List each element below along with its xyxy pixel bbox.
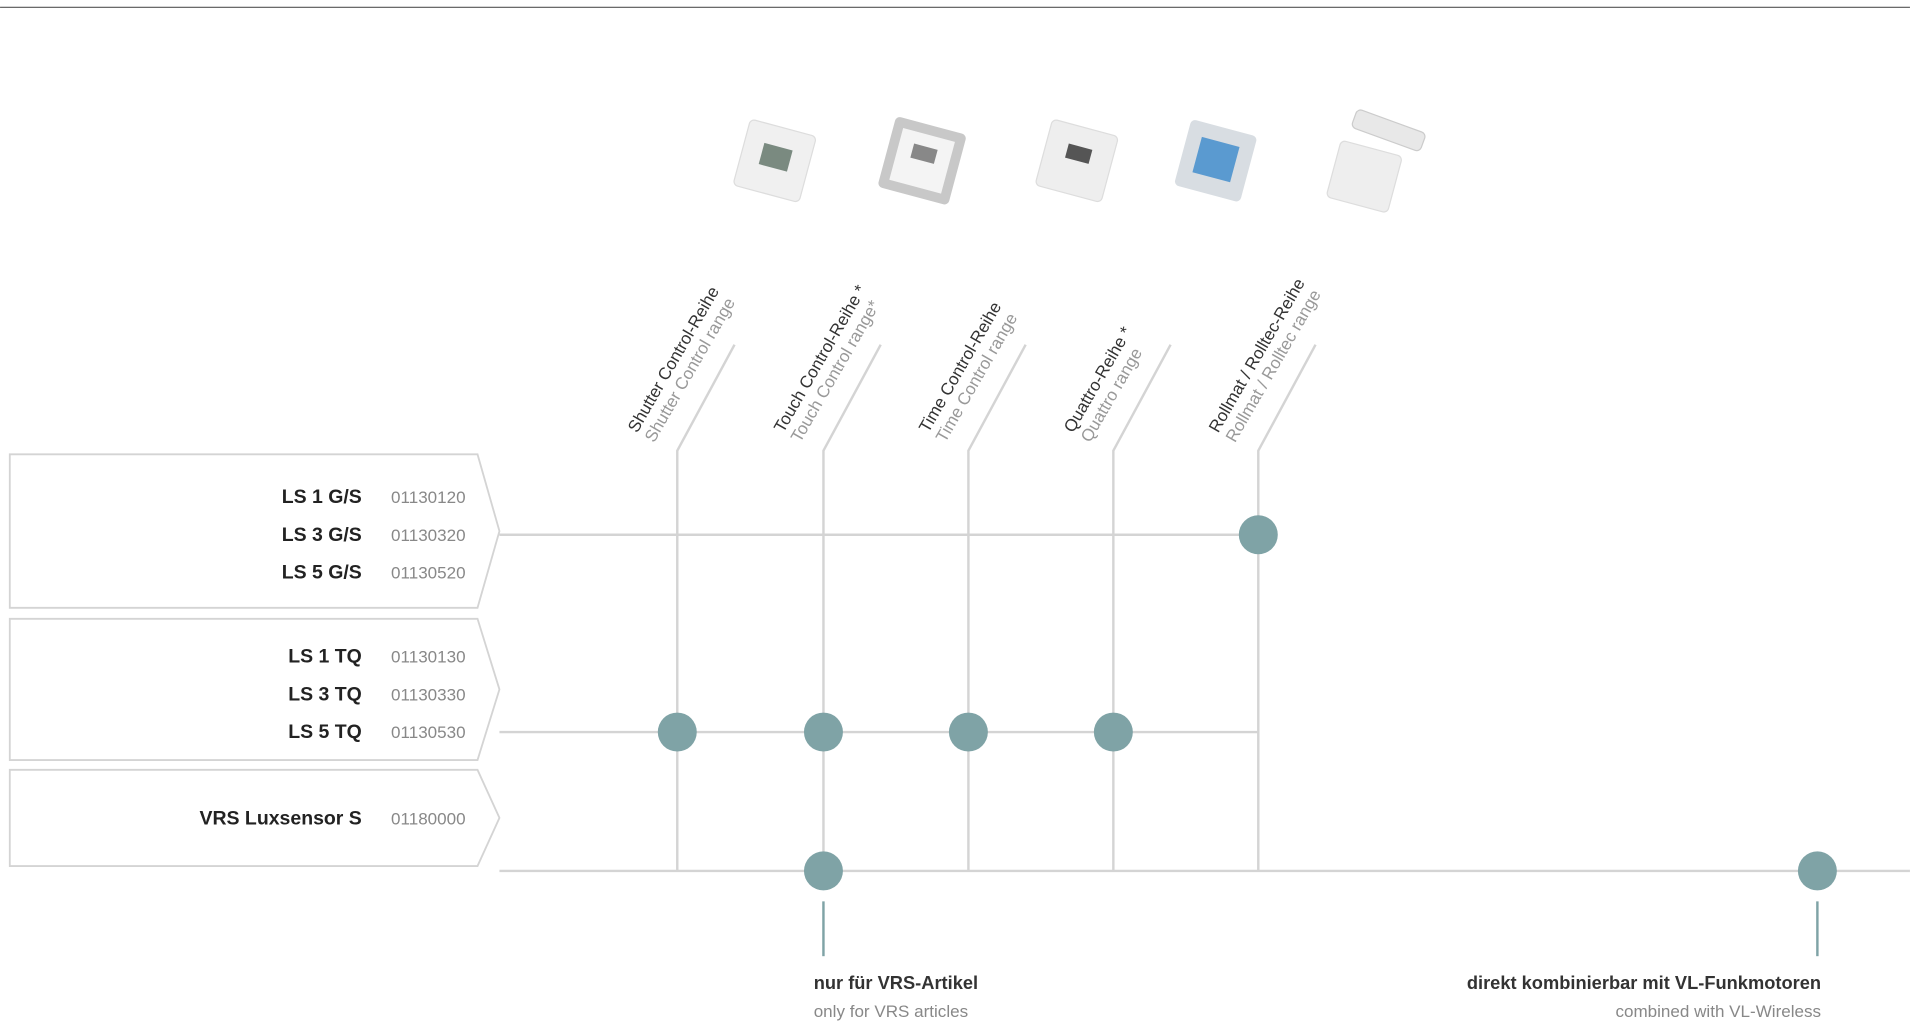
product-box [8, 768, 501, 867]
product-code: 01130120 [391, 488, 466, 507]
connection-dot [1797, 851, 1837, 891]
product-name: LS 5 TQ [288, 721, 362, 743]
connection-dot [803, 712, 843, 752]
product-name: VRS Luxsensor S [200, 808, 362, 830]
product-name: LS 1 TQ [288, 646, 362, 668]
product-name: LS 5 G/S [282, 562, 362, 584]
column-label: Quattro-Reihe *Quattro range [1060, 323, 1146, 445]
note-de: direkt kombinierbar mit VL-Funkmotoren [1467, 972, 1821, 993]
column-line [967, 344, 1027, 871]
connection-dot [803, 851, 843, 891]
product-box [8, 453, 501, 609]
product-code: 01130320 [391, 526, 466, 545]
product-code: 01130330 [391, 685, 466, 704]
column-line [1112, 344, 1172, 871]
product-code: 01130520 [391, 564, 466, 583]
connection-dot [1238, 515, 1278, 555]
product-name: LS 3 G/S [282, 524, 362, 546]
product-code: 01180000 [391, 810, 466, 829]
product-name: LS 1 G/S [282, 486, 362, 508]
product-code: 01130130 [391, 648, 466, 667]
product-code: 01130530 [391, 723, 466, 742]
column-line [676, 344, 736, 871]
note-en: only for VRS articles [814, 1002, 968, 1021]
column-line [822, 344, 882, 871]
product-box [8, 617, 501, 761]
product-name: LS 3 TQ [288, 683, 362, 705]
connection-dot [948, 712, 988, 752]
connection-dot [1093, 712, 1133, 752]
column-line [1257, 344, 1317, 871]
note-de: nur für VRS-Artikel [814, 972, 978, 993]
note-en: combined with VL-Wireless [1615, 1002, 1821, 1021]
device-icons [733, 109, 1426, 213]
connection-dot [657, 712, 697, 752]
